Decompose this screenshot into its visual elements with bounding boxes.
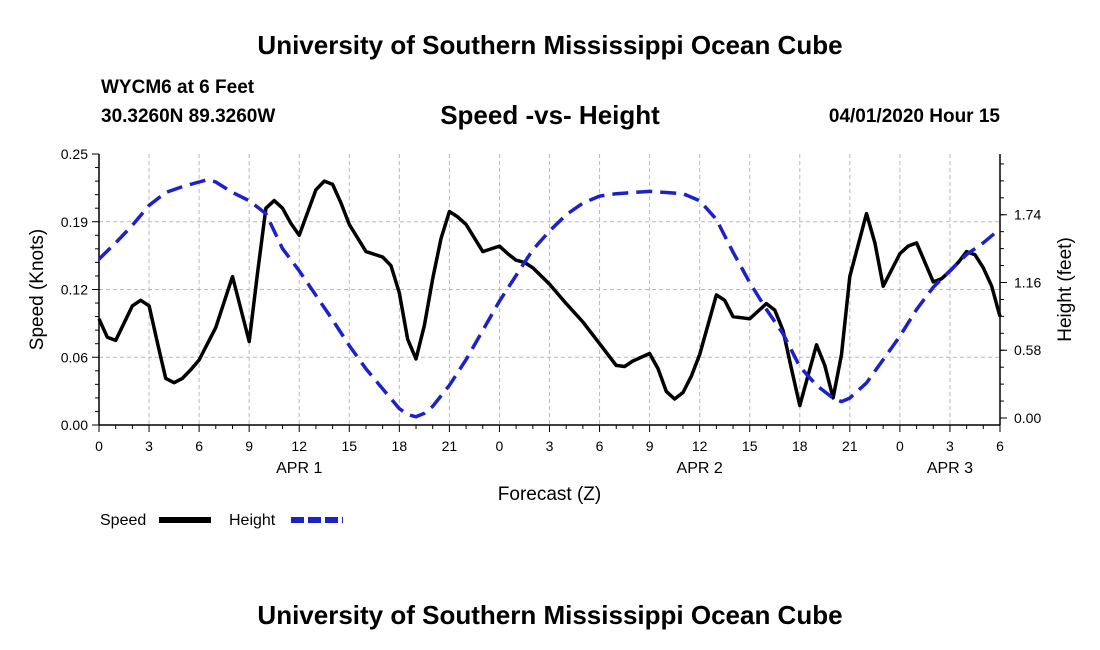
x-tick-label: 3: [546, 438, 554, 454]
x-tick-label: 9: [646, 438, 654, 454]
y-left-tick-label: 0.19: [61, 214, 88, 230]
legend-label-speed: Speed: [100, 512, 146, 529]
station-name: WYCM6 at 6 Feet: [101, 77, 255, 98]
x-tick-label: 15: [742, 438, 758, 454]
y-right-axis-title: Height (feet): [1055, 237, 1076, 342]
x-tick-label: 12: [692, 438, 708, 454]
y-right-tick-label: 0.00: [1014, 410, 1041, 426]
x-tick-label: 15: [341, 438, 357, 454]
y-left-tick-label: 0.25: [61, 146, 88, 162]
footer-title: University of Southern Mississippi Ocean…: [257, 600, 843, 630]
page-title: University of Southern Mississippi Ocean…: [257, 30, 843, 60]
x-tick-label: 18: [392, 438, 408, 454]
x-tick-label: 3: [946, 438, 954, 454]
y-right-tick-label: 1.16: [1014, 274, 1041, 290]
y-left-tick-label: 0.12: [61, 282, 88, 298]
x-tick-label: 18: [792, 438, 808, 454]
series: [97, 177, 1002, 419]
x-tick-label: 3: [145, 438, 153, 454]
legend: Speed Height: [100, 512, 343, 529]
x-tick-label: 0: [95, 438, 103, 454]
chart-title: Speed -vs- Height: [440, 100, 660, 130]
y-left-tick-label: 0.00: [61, 417, 88, 433]
x-tick-label: 6: [195, 438, 203, 454]
x-tick-label: 0: [896, 438, 904, 454]
day-label: APR 1: [276, 460, 322, 477]
y-right-tick-label: 0.58: [1014, 342, 1041, 358]
x-tick-label: 12: [291, 438, 307, 454]
axes: 0 3 6 9 12 15 18 21 0 3 6 9 12 15 18 21 0 3 6 APR 1 APR 2 APR…: [27, 146, 1076, 505]
x-tick-label: 21: [442, 438, 458, 454]
y-left-axis-title: Speed (Knots): [27, 229, 48, 350]
x-tick-label: 9: [245, 438, 253, 454]
day-label: APR 3: [927, 460, 973, 477]
x-tick-label: 6: [596, 438, 604, 454]
station-coords: 30.3260N 89.3260W: [101, 106, 276, 127]
y-right-tick-label: 1.74: [1014, 207, 1041, 223]
x-tick-label: 0: [496, 438, 504, 454]
legend-label-height: Height: [229, 512, 276, 529]
x-tick-label: 21: [842, 438, 858, 454]
day-label: APR 2: [677, 460, 723, 477]
grid: [99, 154, 1000, 425]
height-series-line: [97, 177, 1002, 419]
x-tick-label: 6: [996, 438, 1004, 454]
y-left-tick-label: 0.06: [61, 349, 88, 365]
x-axis-title: Forecast (Z): [498, 484, 601, 505]
forecast-datetime: 04/01/2020 Hour 15: [828, 106, 1000, 127]
speed-series-line: [97, 179, 1002, 408]
